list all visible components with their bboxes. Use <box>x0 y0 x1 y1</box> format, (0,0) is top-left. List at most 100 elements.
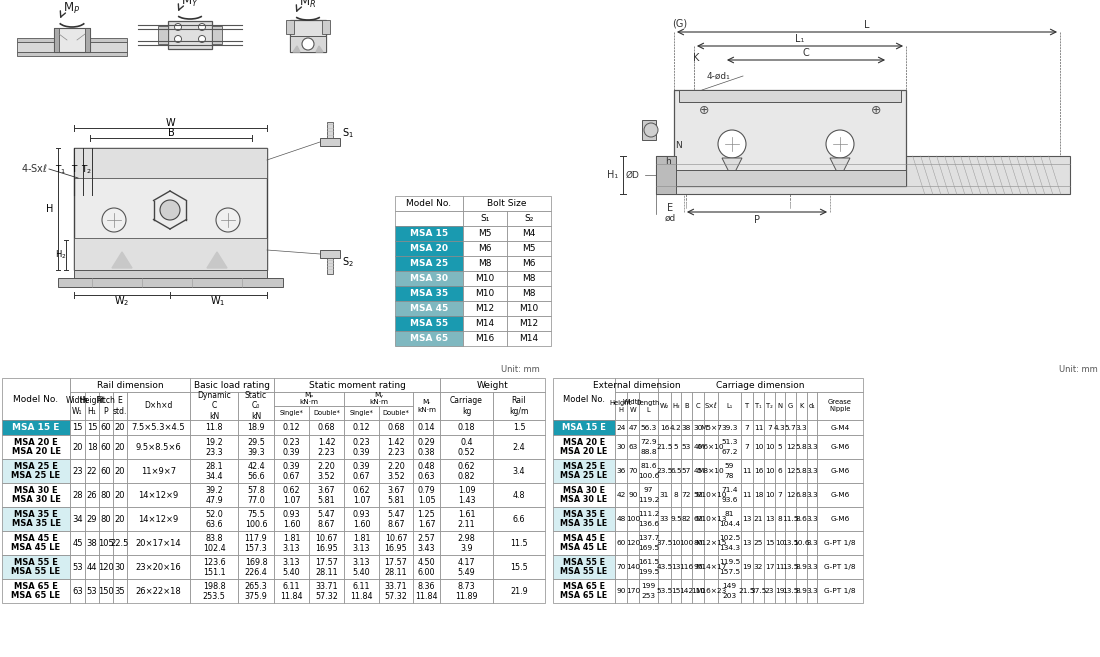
Bar <box>718 507 741 531</box>
Bar <box>741 531 754 555</box>
Text: MSA 25 E: MSA 25 E <box>14 463 58 472</box>
Text: 3.3: 3.3 <box>795 424 807 430</box>
Text: 39.2: 39.2 <box>205 486 223 495</box>
Text: 3.3: 3.3 <box>806 516 817 522</box>
Text: 23: 23 <box>73 466 82 476</box>
Bar <box>379 507 412 531</box>
Text: 20: 20 <box>73 443 82 451</box>
Bar <box>718 579 741 603</box>
Text: 13.5: 13.5 <box>782 540 799 546</box>
Bar <box>85 28 90 52</box>
Text: 57: 57 <box>682 468 691 474</box>
Bar <box>718 435 741 459</box>
Text: M10×13: M10×13 <box>695 516 727 522</box>
Text: 81.6: 81.6 <box>640 463 657 469</box>
Text: MSA 15 E: MSA 15 E <box>562 423 606 432</box>
Text: 47: 47 <box>628 424 638 430</box>
Bar <box>776 435 785 459</box>
Text: MSA 20 E: MSA 20 E <box>563 438 605 447</box>
Bar <box>54 28 90 52</box>
Text: 72.9: 72.9 <box>640 439 657 445</box>
Text: Carriage
kg: Carriage kg <box>450 396 483 416</box>
Bar <box>553 459 615 483</box>
Bar <box>741 392 754 420</box>
Text: MSA 35 LE: MSA 35 LE <box>11 518 60 528</box>
Text: 23.3: 23.3 <box>206 448 223 457</box>
Bar <box>74 148 267 178</box>
Bar <box>158 26 168 44</box>
Bar <box>627 555 639 579</box>
Text: 11.89: 11.89 <box>455 592 477 600</box>
Bar <box>639 435 658 459</box>
Bar <box>718 531 741 555</box>
Text: 13: 13 <box>671 564 681 570</box>
Bar <box>807 555 817 579</box>
Text: 0.18: 0.18 <box>458 423 475 432</box>
Bar <box>463 271 507 286</box>
Bar <box>627 392 639 420</box>
Bar <box>74 238 267 270</box>
Text: Carriage dimension: Carriage dimension <box>716 380 805 390</box>
Bar <box>639 531 658 555</box>
Text: M6: M6 <box>522 259 536 268</box>
Text: 3.3: 3.3 <box>806 468 817 474</box>
Text: 12: 12 <box>785 444 795 450</box>
Bar <box>507 286 551 301</box>
Text: M8×10: M8×10 <box>697 468 725 474</box>
Bar <box>553 507 615 531</box>
Text: 30: 30 <box>616 444 626 450</box>
Text: G-M6: G-M6 <box>830 492 849 498</box>
Bar <box>692 483 704 507</box>
Bar <box>681 420 692 435</box>
Text: 0.67: 0.67 <box>283 472 300 481</box>
Text: 44: 44 <box>87 562 97 572</box>
Bar <box>493 420 544 435</box>
Bar <box>754 555 764 579</box>
Text: 2.11: 2.11 <box>458 520 475 529</box>
Text: 1.07: 1.07 <box>353 496 371 505</box>
Bar <box>2 507 70 531</box>
Bar <box>615 507 627 531</box>
Text: 8.36: 8.36 <box>418 581 436 591</box>
Bar <box>507 331 551 346</box>
Bar <box>327 258 333 274</box>
Bar <box>274 406 309 420</box>
Bar <box>776 531 785 555</box>
Text: 8.9: 8.9 <box>795 564 807 570</box>
Text: 82: 82 <box>682 516 691 522</box>
Bar <box>2 420 70 435</box>
Text: G-PT 1/8: G-PT 1/8 <box>824 540 856 546</box>
Bar <box>796 483 807 507</box>
Bar <box>671 555 681 579</box>
Text: 11.84: 11.84 <box>416 592 438 600</box>
Text: 29: 29 <box>87 514 97 524</box>
Text: 0.93: 0.93 <box>353 510 371 518</box>
Bar <box>639 483 658 507</box>
Text: M4: M4 <box>522 229 536 238</box>
Bar <box>126 579 190 603</box>
Text: C: C <box>803 48 810 58</box>
Bar <box>190 555 238 579</box>
Bar <box>290 36 326 52</box>
Text: M14×17: M14×17 <box>695 564 727 570</box>
Text: 3.52: 3.52 <box>318 472 336 481</box>
Text: 57.32: 57.32 <box>385 592 407 600</box>
Bar <box>704 579 718 603</box>
Text: M12: M12 <box>519 319 539 328</box>
Text: 57.32: 57.32 <box>315 592 338 600</box>
Bar <box>274 483 309 507</box>
Bar <box>190 435 238 459</box>
Text: MSA 20 LE: MSA 20 LE <box>11 447 60 455</box>
Text: 11: 11 <box>742 492 751 498</box>
Text: ød: ød <box>664 214 675 223</box>
Bar <box>74 270 267 278</box>
Bar <box>704 555 718 579</box>
Bar <box>126 420 190 435</box>
Bar <box>817 420 864 435</box>
Text: 11: 11 <box>754 424 763 430</box>
Text: MSA 65 E: MSA 65 E <box>14 582 58 591</box>
Text: 20: 20 <box>114 443 125 451</box>
Text: MSA 45 E: MSA 45 E <box>563 534 605 543</box>
Text: 5.8: 5.8 <box>795 444 807 450</box>
Text: 53: 53 <box>682 444 691 450</box>
